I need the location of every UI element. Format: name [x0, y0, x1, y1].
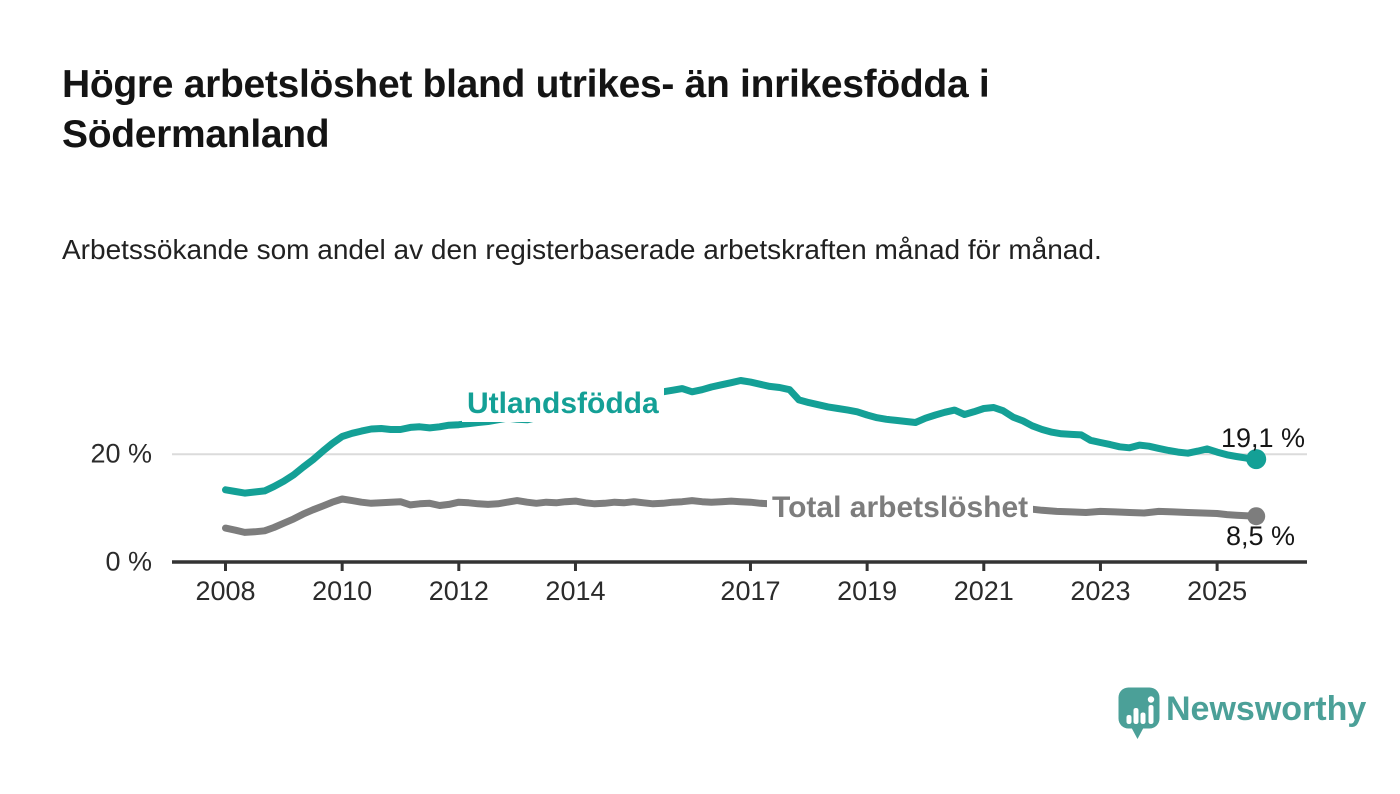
newsworthy-logo-text: Newsworthy [1166, 690, 1367, 728]
page-title: Högre arbetslöshet bland utrikes- än inr… [62, 63, 990, 156]
x-tick-label-2025: 2025 [1187, 576, 1248, 606]
x-tick-label-2010: 2010 [312, 576, 373, 606]
y-tick-label-0: 0 % [105, 546, 152, 577]
x-tick-label-2023: 2023 [1070, 576, 1131, 606]
x-axis-labels: 2008 2010 2012 2014 2017 2019 2021 2023 2025 [0, 576, 1400, 608]
x-tick-label-2017: 2017 [720, 576, 781, 606]
x-tick-label-2021: 2021 [953, 576, 1014, 606]
x-tick-label-2019: 2019 [837, 576, 898, 606]
series-label-utlandsfodda: Utlandsfödda [462, 386, 664, 422]
end-value-label-total: 8,5 % [1226, 521, 1296, 551]
end-dot-utlandsfodda [1246, 449, 1267, 470]
line-total [222, 495, 1260, 536]
x-tick-label-2008: 2008 [195, 576, 256, 606]
newsworthy-logo: Newsworthy [1117, 686, 1377, 746]
y-axis-labels: 0 % 20 % [0, 0, 152, 794]
y-tick-label-20: 20 % [90, 438, 152, 469]
chart-subtitle: Arbetssökande som andel av den registerb… [62, 234, 1102, 265]
line-utlandsfodda [222, 377, 1260, 497]
series-label-total-arbetsloshet: Total arbetslöshet [767, 490, 1034, 526]
x-tick-label-2012: 2012 [428, 576, 489, 606]
end-value-label-utlandsfodda: 19,1 % [1221, 423, 1306, 453]
newsworthy-bubble-chart-icon [1118, 687, 1160, 739]
x-tick-label-2014: 2014 [545, 576, 606, 606]
end-dot-total [1247, 507, 1266, 526]
